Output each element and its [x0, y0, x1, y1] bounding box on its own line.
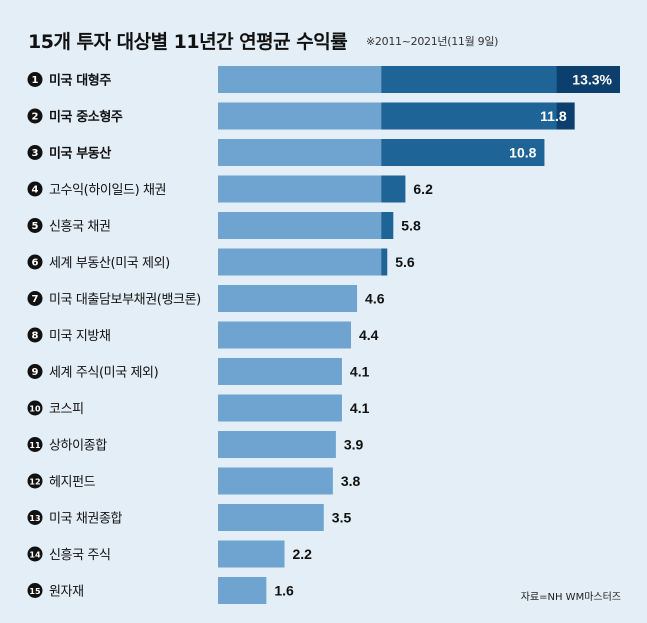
source-note: 자료=NH WM마스터즈: [520, 592, 621, 603]
value-label: 4.4: [359, 327, 379, 343]
rank-number: 9: [32, 367, 39, 378]
bar: [218, 321, 351, 349]
rank-number: 1: [32, 75, 39, 86]
rank-badge-icon: [27, 510, 43, 525]
rank-badge-icon: [27, 437, 43, 452]
bar-segment: [381, 66, 557, 93]
bar: [218, 285, 358, 312]
rank-badge-icon: [27, 291, 43, 306]
rank-number: 4: [32, 185, 39, 196]
value-label: 11.8: [540, 108, 567, 124]
bar: [218, 139, 382, 166]
rank-number: 7: [32, 294, 39, 305]
category-label: 미국 중소형주: [49, 109, 123, 125]
bar: [218, 431, 336, 458]
chart-title: 15개 투자 대상별 11년간 연평균 수익률: [28, 31, 348, 53]
rank-badge-icon: [27, 473, 43, 489]
category-label: 고수익(하이일드) 채권: [49, 183, 166, 198]
value-label: 13.3%: [572, 72, 612, 88]
rank-number: 10: [29, 405, 41, 414]
bar-segment: [381, 102, 557, 130]
value-label: 5.6: [395, 254, 415, 270]
bar-segment: [381, 175, 406, 203]
value-label: 2.2: [292, 546, 312, 562]
rank-number: 14: [29, 551, 41, 560]
category-label: 미국 대출담보부채권(뱅크론): [49, 293, 201, 308]
rank-badge-icon: [27, 181, 43, 197]
bar: [218, 66, 382, 93]
category-label: 미국 대형주: [49, 73, 111, 89]
bar: [218, 540, 285, 568]
bar-segment: [556, 66, 620, 93]
category-label: 신흥국 채권: [49, 220, 111, 235]
value-label: 3.8: [341, 473, 361, 489]
bar-segment: [381, 248, 388, 276]
rank-number: 11: [29, 441, 41, 450]
bar-segment: [381, 212, 394, 239]
bar: [218, 577, 267, 604]
value-label: 4.1: [350, 364, 370, 380]
bar: [218, 394, 342, 422]
value-label: 3.9: [344, 437, 364, 453]
bar-segment: [381, 139, 545, 166]
chart-subtitle: ※2011~2021년(11월 9일): [366, 35, 499, 48]
rank-badge-icon: [27, 364, 43, 379]
rank-badge-icon: [27, 108, 43, 124]
category-label: 미국 지방채: [49, 329, 111, 344]
bar: [218, 358, 342, 385]
bar: [218, 175, 382, 203]
value-label: 4.6: [365, 291, 385, 307]
value-label: 6.2: [413, 181, 433, 197]
category-label: 원자재: [49, 585, 84, 600]
rank-number: 13: [29, 514, 40, 523]
rank-number: 6: [32, 258, 39, 269]
category-label: 신흥국 주식: [49, 548, 111, 563]
category-label: 미국 부동산: [49, 146, 111, 162]
rank-number: 8: [32, 331, 39, 342]
value-label: 10.8: [509, 145, 536, 161]
rank-number: 5: [32, 221, 39, 232]
bar: [218, 467, 333, 495]
bar: [218, 212, 382, 239]
value-label: 5.8: [401, 218, 421, 234]
category-label: 세계 주식(미국 제외): [49, 366, 158, 381]
value-label: 3.5: [332, 510, 352, 526]
rank-badge-icon: [27, 218, 43, 233]
value-label: 1.6: [274, 583, 294, 599]
rank-badge-icon: [27, 327, 43, 343]
rank-badge-icon: [27, 583, 43, 598]
rank-badge-icon: [27, 400, 43, 416]
rank-number: 3: [32, 148, 39, 159]
value-label: 4.1: [350, 400, 370, 416]
bar: [218, 504, 324, 531]
rank-badge-icon: [27, 546, 43, 562]
bar: [218, 248, 382, 276]
category-label: 헤지펀드: [49, 475, 96, 490]
rank-number: 12: [29, 478, 40, 487]
category-label: 상하이종합: [49, 439, 107, 454]
rank-badge-icon: [27, 145, 43, 160]
category-label: 코스피: [49, 402, 84, 417]
bar-segment: [556, 102, 575, 130]
rank-number: 2: [32, 112, 39, 123]
rank-badge-icon: [27, 72, 43, 87]
category-label: 세계 부동산(미국 제외): [49, 256, 170, 271]
rank-badge-icon: [27, 254, 43, 270]
rank-number: 15: [29, 587, 41, 596]
bar: [218, 102, 382, 130]
category-label: 미국 채권종합: [49, 512, 123, 527]
